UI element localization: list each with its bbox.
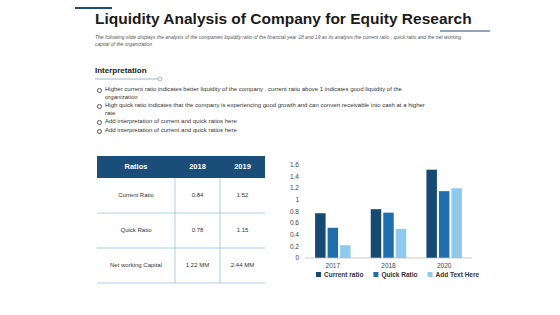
table-header-cell: Ratios — [97, 156, 175, 178]
table-cell: 1.15 — [220, 213, 265, 248]
bar — [439, 191, 450, 258]
bullet-item: High quick ratio indicates that the comp… — [97, 102, 435, 117]
bullet-text: Add interpretation of current and quick … — [105, 118, 237, 124]
table-header-cell: 2019 — [220, 156, 265, 178]
legend-label: Quick Ratio — [381, 271, 417, 279]
bar — [451, 188, 462, 258]
table-col-line — [220, 178, 221, 283]
legend-label: Current ratio — [324, 271, 363, 278]
legend-swatch — [316, 272, 321, 277]
bars — [315, 170, 462, 258]
x-tick-label: 2017 — [326, 262, 341, 269]
x-tick-label: 2018 — [381, 262, 396, 269]
y-tick-label: 0.6 — [290, 219, 299, 226]
table-row-line — [97, 248, 265, 249]
bullet-text: Add interpretation of current and quick … — [105, 127, 237, 133]
y-tick-label: 0.8 — [290, 208, 299, 215]
bullet-text: Higher current ratio indicates better li… — [105, 86, 402, 100]
decor-line — [95, 79, 158, 80]
table-row-line — [97, 283, 265, 284]
slide: 0 0.2 0.4 0.6 0.8 1 1.2 1.4 1.6 2017 2018 2020 Curre… — [0, 0, 560, 315]
y-tick-label: 0.2 — [290, 243, 299, 250]
bar — [340, 245, 351, 258]
canvas-svg: 0 0.2 0.4 0.6 0.8 1 1.2 1.4 1.6 2017 2018 2020 Curre… — [0, 0, 560, 315]
bar — [396, 229, 407, 258]
y-tick-label: 1 — [295, 196, 299, 203]
section-heading: Interpretation — [95, 66, 147, 75]
legend-swatch — [373, 272, 378, 277]
table-cell: 1.52 — [220, 178, 265, 213]
subtitle: The following slide displays the analysi… — [95, 34, 470, 47]
table-header-cell: 2018 — [175, 156, 220, 178]
y-tick-label: 0 — [295, 254, 299, 261]
bar — [328, 228, 339, 258]
table-cell: 2.44 MM — [220, 248, 265, 283]
table-cell: Current Ratio — [97, 178, 175, 213]
table-row-line — [97, 213, 265, 214]
title: Liquidity Analysis of Company for Equity… — [95, 10, 472, 28]
x-tick-label: 2020 — [437, 262, 452, 269]
bullet-marker — [97, 104, 102, 109]
table-cell: 0.78 — [175, 213, 220, 248]
bar — [371, 209, 382, 258]
bullet-text: High quick ratio indicates that the comp… — [105, 102, 425, 116]
y-tick-label: 1.6 — [290, 161, 299, 168]
table-cell: 1.22 MM — [175, 248, 220, 283]
bullet-marker — [97, 120, 102, 125]
table-cell: Quick Ratio — [97, 213, 175, 248]
bullet-marker — [97, 129, 102, 134]
table-header-bg — [97, 156, 265, 178]
bar — [426, 170, 437, 258]
y-tick-label: 0.4 — [290, 231, 299, 238]
table-cell: Net working Capital — [97, 248, 175, 283]
x-axis-line — [305, 258, 472, 259]
y-tick-label: 1.4 — [290, 173, 299, 180]
bullet-item: Higher current ratio indicates better li… — [97, 86, 435, 101]
bullet-item: Add interpretation of current and quick … — [97, 127, 435, 135]
legend-label: Add Text Here — [436, 271, 480, 278]
bullet-item: Add interpretation of current and quick … — [97, 118, 435, 126]
decor-line — [75, 7, 112, 9]
bullet-marker — [97, 88, 102, 93]
table-cell: 0.84 — [175, 178, 220, 213]
bar — [383, 213, 394, 258]
table-col-line — [175, 178, 176, 283]
decor-line — [440, 31, 490, 32]
decor-dot — [158, 77, 162, 81]
legend-swatch — [428, 272, 433, 277]
y-tick-label: 1.2 — [290, 184, 299, 191]
bar — [315, 213, 326, 258]
